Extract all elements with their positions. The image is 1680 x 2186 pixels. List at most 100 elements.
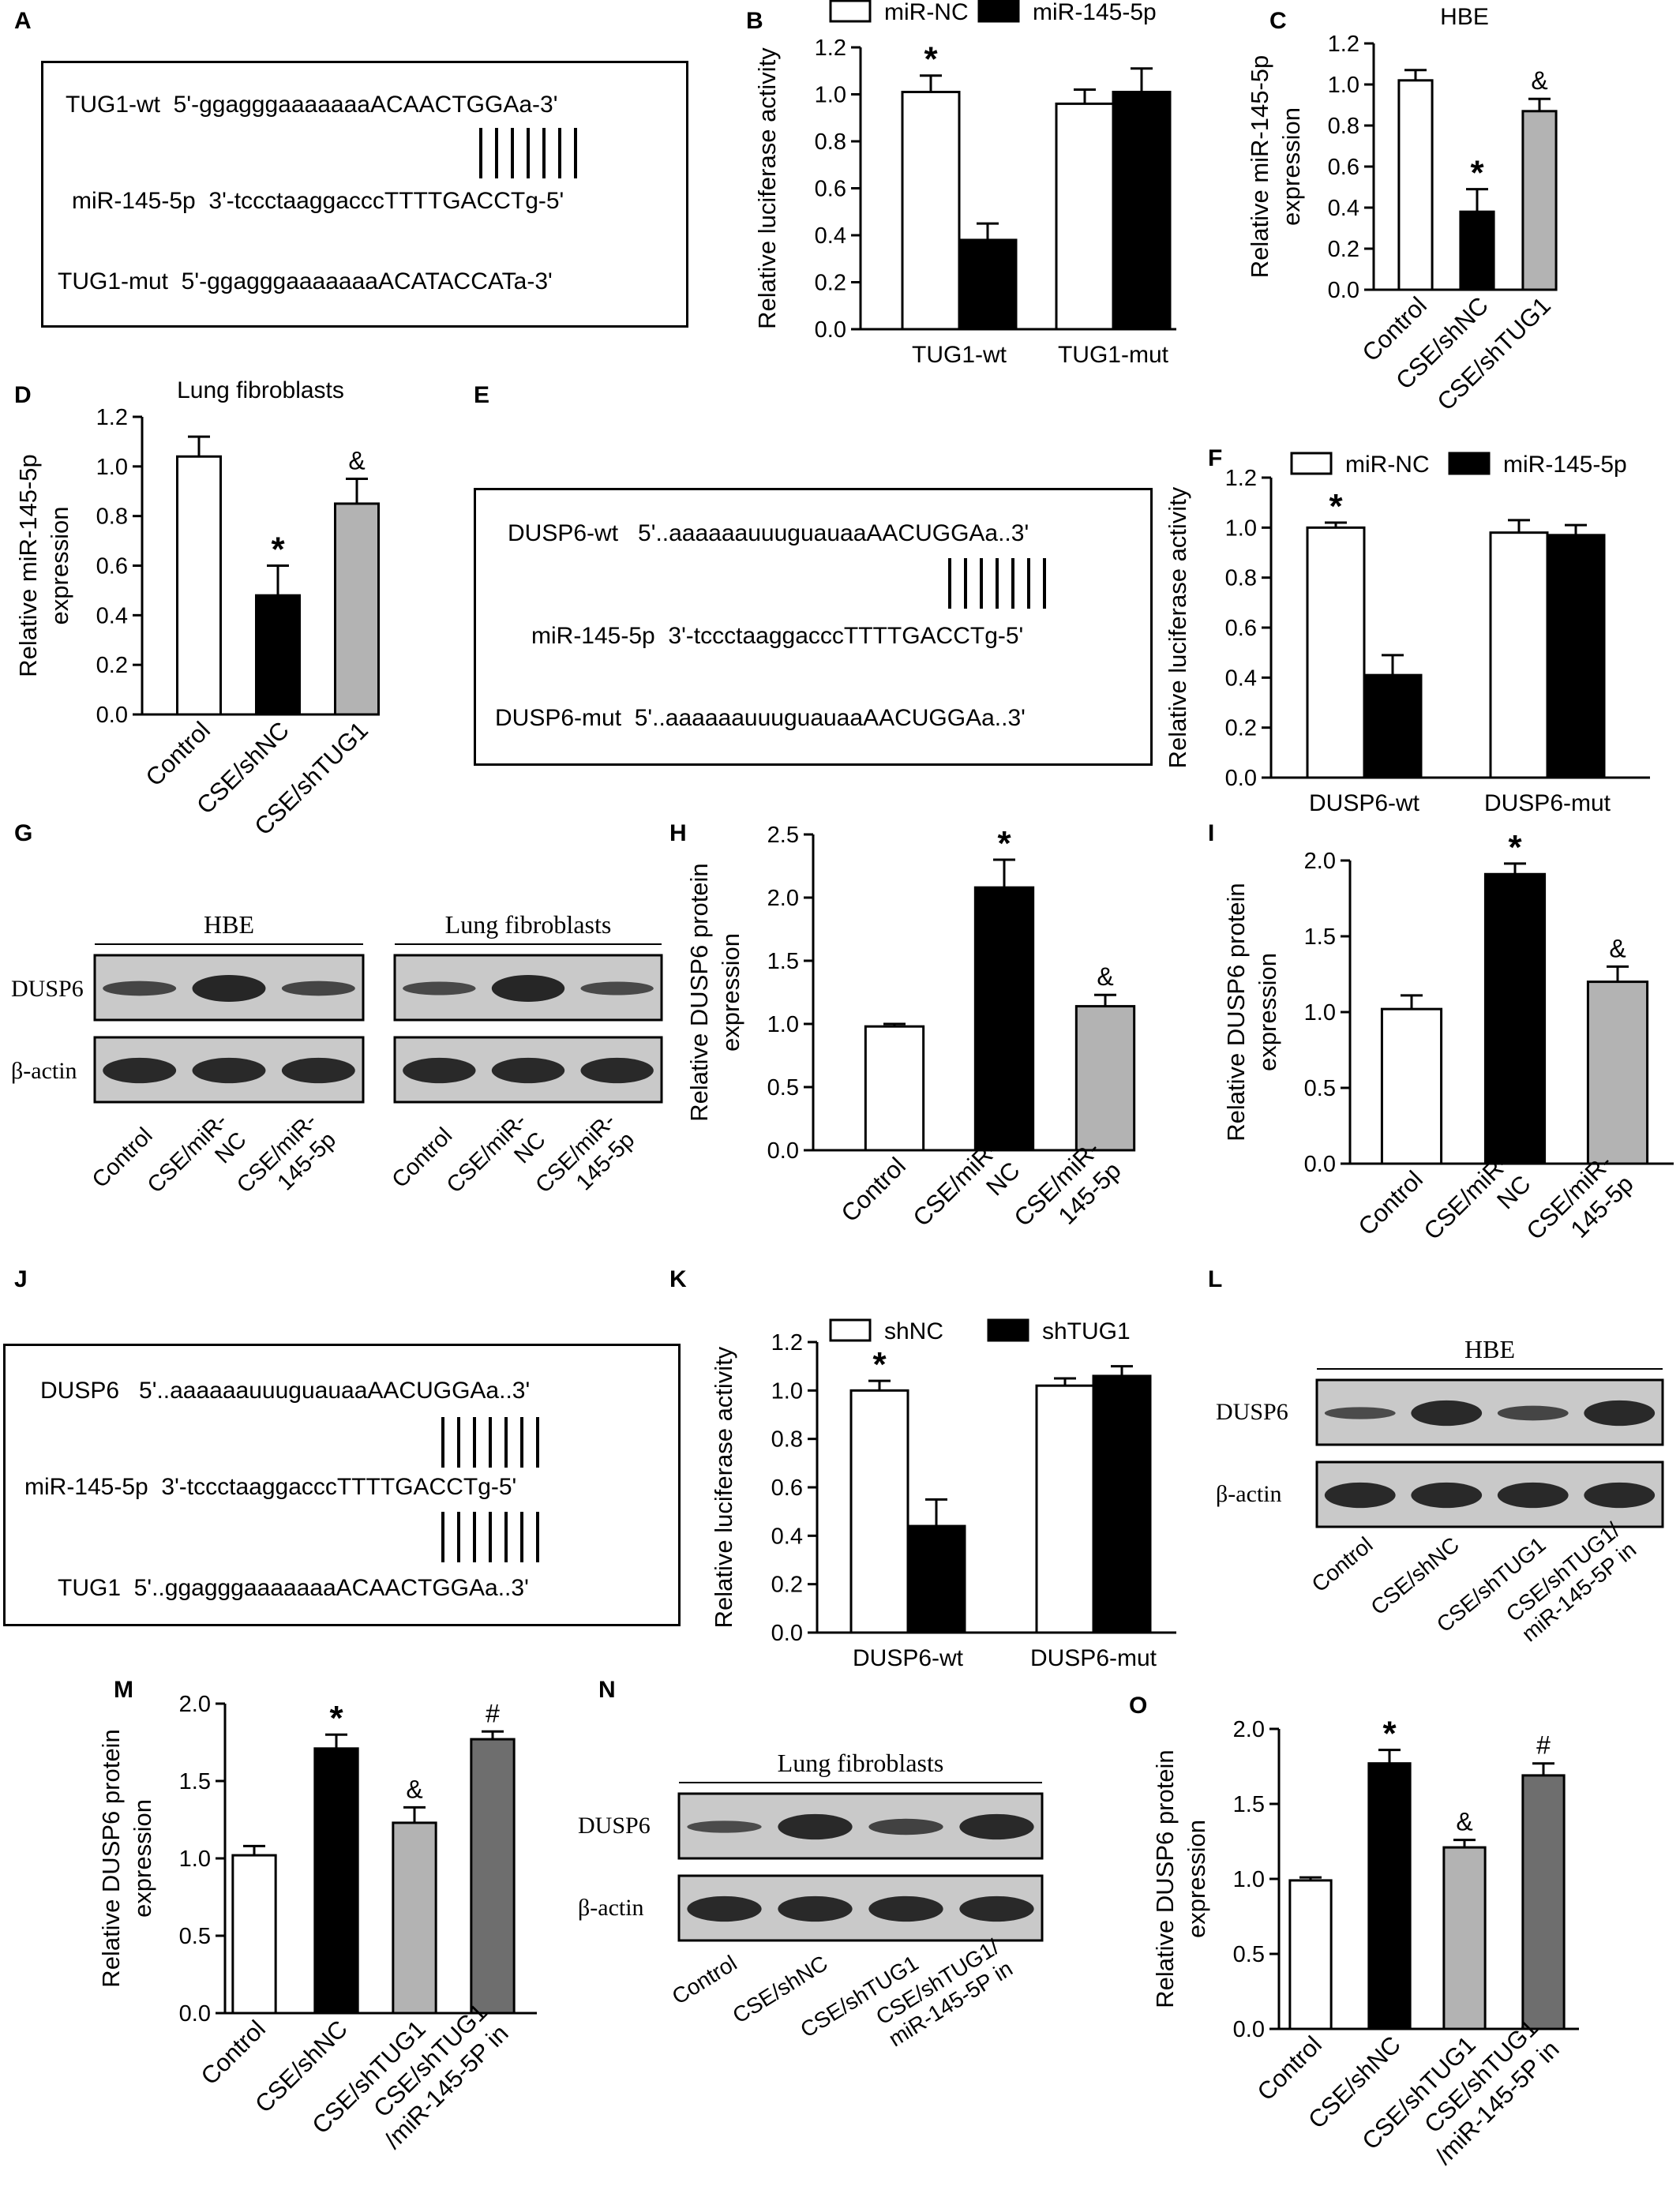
seq-line-dusp6-mut: DUSP6-mut 5'..aaaaaauuuguauaaAACUGGAa..3…: [495, 705, 1026, 731]
panel-letter-n: N: [598, 1677, 616, 1703]
blot-band: [491, 975, 565, 1002]
blot-band: [281, 1057, 355, 1084]
y-tick-label: 0.2: [771, 1573, 803, 1598]
bar: [1367, 1762, 1412, 2030]
significance-mark: *: [1470, 154, 1484, 193]
chart-d: 0.0 0.2 0.4 0.6 0.8 1.0 1.2 Relative miR-145-5p…: [14, 377, 380, 841]
blot-band: [580, 1057, 654, 1084]
significance-mark: *: [1382, 1715, 1397, 1753]
chart-m: 0.0 0.5 1.0 1.5 2.0 Relative DUSP6 protein exp…: [97, 1692, 537, 2154]
bar: [849, 1389, 909, 1634]
panel-letters: A B C D E F G H I J K L M N O: [14, 8, 1287, 1719]
base-pair-lines-bottom: [441, 1512, 552, 1562]
bar: [1074, 1005, 1136, 1152]
lane-label: CSE/miR-NC: [442, 1108, 551, 1217]
bar: [1112, 91, 1172, 331]
y-tick-label: 1.0: [815, 83, 846, 108]
y-tick-label: 0.0: [1304, 1152, 1336, 1177]
legend-swatch: [1448, 452, 1491, 475]
bar: [313, 1747, 359, 2015]
y-axis-label: expression: [46, 507, 73, 625]
lane-label: Control: [668, 1951, 741, 2009]
bar: [1459, 210, 1495, 291]
y-tick-label: 0.6: [96, 554, 128, 579]
x-tick-label: Control: [141, 716, 216, 791]
panel-letter-l: L: [1208, 1266, 1222, 1292]
y-tick-label: 0.0: [96, 703, 128, 728]
y-tick-label: 0.6: [1225, 616, 1257, 641]
significance-mark: &: [1531, 66, 1547, 95]
y-tick-label: 1.2: [771, 1330, 803, 1355]
seq-line-tug1-wt: TUG1-wt 5'-ggagggaaaaaaaACAACTGGAa-3': [66, 92, 558, 118]
y-tick-label: 0.4: [1328, 196, 1359, 221]
y-tick-label: 1.0: [96, 455, 128, 480]
bar: [906, 1524, 966, 1634]
blot-band: [1324, 1482, 1396, 1509]
significance-mark: &: [1097, 962, 1113, 991]
blot-band: [491, 1057, 565, 1084]
row-label-dusp6: DUSP6: [578, 1813, 651, 1839]
chart-i: 0.0 0.5 1.0 1.5 2.0 Relative DUSP6 protein exp…: [1222, 828, 1674, 1245]
panel-letter-k: K: [669, 1266, 687, 1292]
y-axis-label: Relative luciferase activity: [710, 1346, 737, 1628]
bar: [901, 91, 961, 331]
y-axis-label: Relative luciferase activity: [1164, 486, 1191, 768]
lane-label: CSE/miR-145-5p: [232, 1108, 341, 1217]
chart-b: 0.0 0.2 0.4 0.6 0.8 1.0 1.2 Relative luciferase…: [753, 0, 1176, 368]
y-axis-label: expression: [1183, 1820, 1210, 1938]
y-tick-label: 0.6: [771, 1475, 803, 1501]
bar: [864, 1025, 925, 1152]
significance-mark: &: [348, 447, 365, 475]
bar: [1397, 79, 1434, 291]
blot-n-lung: Lung fibroblasts: [677, 1749, 1044, 1942]
blot-g-lung: Lung fibroblasts: [393, 910, 663, 1104]
blot-band: [959, 1813, 1034, 1840]
significance-mark: *: [997, 824, 1011, 863]
y-tick-label: 0.0: [1225, 766, 1257, 791]
significance-mark: *: [872, 1345, 887, 1384]
x-tick-label-line: Control: [1353, 1165, 1428, 1240]
legend-label: miR-145-5p: [1033, 0, 1157, 25]
seq-line-dusp6-wt: DUSP6-wt 5'..aaaaaauuuguauaaAACUGGAa..3': [508, 520, 1029, 546]
bar: [1489, 531, 1549, 779]
bar: [973, 886, 1035, 1152]
y-tick-label: 1.5: [1233, 1792, 1265, 1817]
panel-a-sequence-box: TUG1-wt 5'-ggagggaaaaaaaACAACTGGAa-3' mi…: [41, 61, 688, 328]
y-axis-label: Relative miR-145-5p: [14, 454, 42, 677]
y-tick-label: 2.5: [767, 823, 799, 848]
y-tick-label: 1.0: [771, 1378, 803, 1404]
y-tick-label: 0.0: [767, 1138, 799, 1164]
y-tick-label: 1.0: [1233, 1867, 1265, 1892]
seq-line-dusp6: DUSP6 5'..aaaaaauuuguauaaAACUGGAa..3': [40, 1378, 531, 1404]
y-tick-label: 1.0: [1225, 516, 1257, 541]
bar: [1483, 872, 1547, 1165]
y-axis-label: Relative DUSP6 protein: [97, 1729, 125, 1987]
y-tick-label: 0.8: [96, 504, 128, 530]
blot-group-label: Lung fibroblasts: [778, 1749, 944, 1777]
bar: [1288, 1879, 1333, 2030]
seq-line-tug1-mut: TUG1-mut 5'-ggagggaaaaaaaACATACCATa-3': [58, 268, 553, 294]
bar: [1092, 1374, 1152, 1634]
row-label-beta-actin: β-actin: [11, 1058, 77, 1084]
y-axis-label: expression: [129, 1799, 156, 1918]
blot-band: [687, 1820, 762, 1833]
bar: [470, 1738, 516, 2015]
y-tick-label: 0.4: [815, 223, 846, 249]
blot-band: [580, 981, 654, 996]
bar: [1546, 534, 1606, 779]
seq-line-mir-145-5p: miR-145-5p 3'-tccctaaggacccTTTTGACCTg-5': [531, 623, 1024, 649]
y-axis-label: Relative DUSP6 protein: [1222, 883, 1250, 1141]
blot-band: [192, 975, 266, 1002]
blot-band: [103, 981, 177, 996]
y-tick-label: 2.0: [179, 1692, 211, 1717]
y-tick-label: 1.0: [767, 1012, 799, 1037]
y-tick-label: 0.0: [815, 317, 846, 343]
y-tick-label: 1.0: [1304, 1000, 1336, 1026]
blot-group-label: HBE: [1464, 1335, 1515, 1363]
x-tick-label: DUSP6-wt: [853, 1645, 964, 1671]
blot-band: [868, 1818, 943, 1835]
panel-e-sequence-box: DUSP6-wt 5'..aaaaaauuuguauaaAACUGGAa..3'…: [474, 488, 1153, 766]
y-tick-label: 1.0: [179, 1847, 211, 1872]
blot-l-hbe: HBE: [1315, 1335, 1664, 1528]
